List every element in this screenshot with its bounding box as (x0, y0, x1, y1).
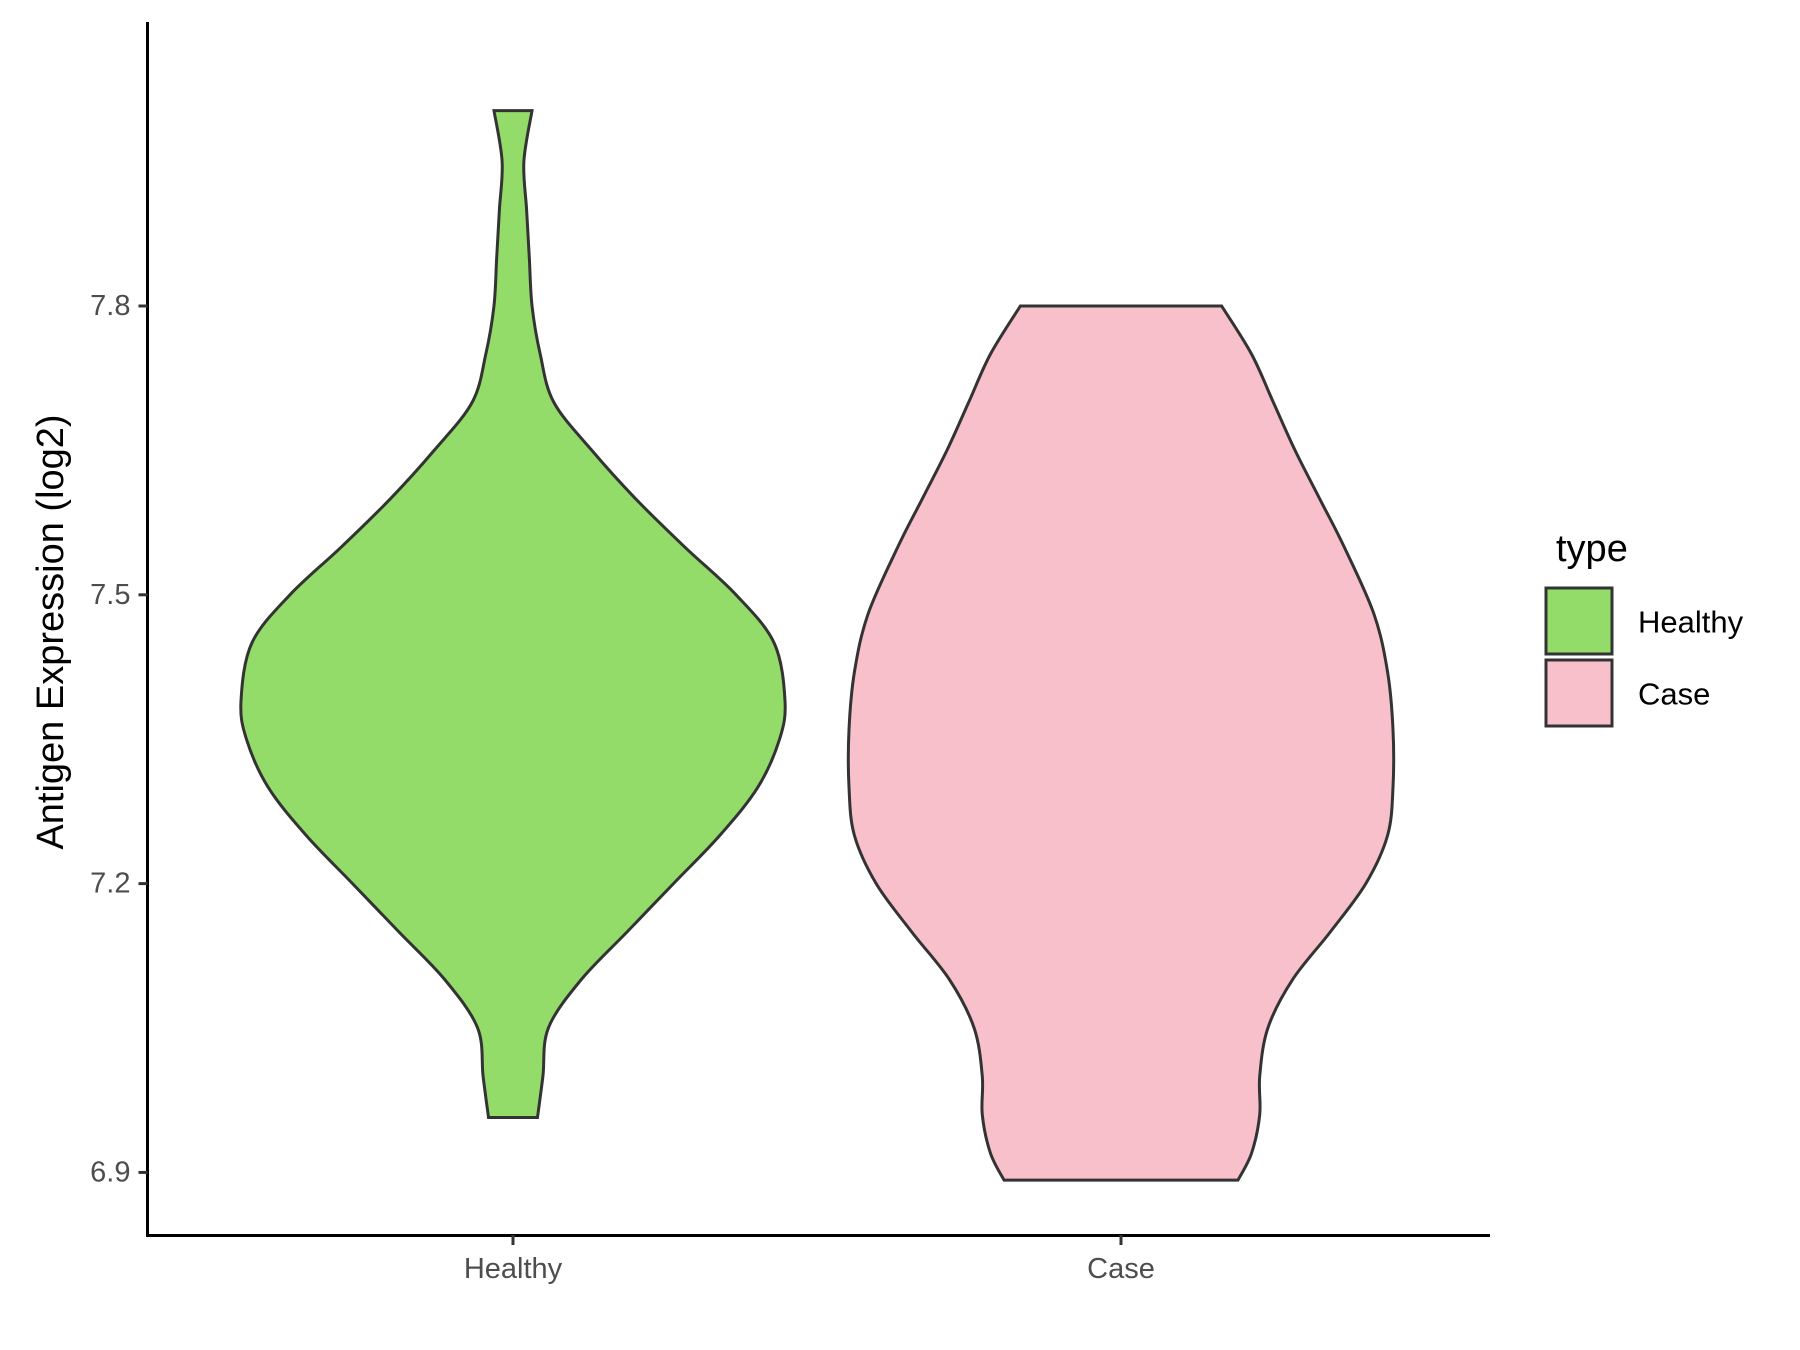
violins-layer (239, 109, 1396, 1182)
x-ticks: Healthy Case (464, 1235, 1155, 1285)
legend-title: type (1556, 528, 1628, 570)
legend-swatch-healthy (1544, 586, 1614, 656)
y-tick-label: 7.8 (90, 290, 130, 322)
y-tick-label: 7.2 (90, 868, 130, 900)
y-axis-title: Antigen Expression (log2) (30, 414, 72, 849)
legend-entries: Healthy Case (1544, 586, 1744, 728)
x-tick-label: Healthy (464, 1253, 563, 1285)
x-tick-label: Case (1087, 1253, 1155, 1285)
y-tick-label: 7.5 (90, 579, 130, 611)
y-tick-label: 6.9 (90, 1156, 130, 1188)
legend: type Healthy Case (1544, 528, 1744, 728)
violin-case (846, 304, 1396, 1182)
legend-label: Healthy (1638, 605, 1744, 640)
violin-healthy (239, 109, 787, 1120)
legend-swatch-case (1544, 658, 1614, 728)
legend-label: Case (1638, 677, 1710, 712)
y-ticks: 6.9 7.2 7.5 7.8 (90, 290, 148, 1188)
